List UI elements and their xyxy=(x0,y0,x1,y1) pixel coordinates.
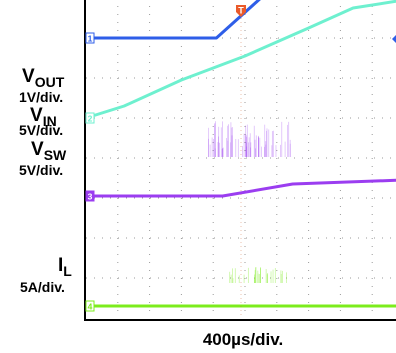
channel-marker-box xyxy=(85,112,95,124)
vsw-scale: 5V/div. xyxy=(19,162,63,178)
trace-v-in xyxy=(85,0,396,120)
vsw-label: VSW xyxy=(31,139,67,163)
channel-marker-3: 3 xyxy=(85,190,95,202)
channel-marker-label: 2 xyxy=(88,114,93,124)
channel-marker-4: 4 xyxy=(85,300,95,312)
il-label-main: I xyxy=(58,255,63,276)
vout-label-sub: OUT xyxy=(35,74,65,90)
il-label-sub: L xyxy=(63,263,72,279)
channel-markers: 1 2 3 4 xyxy=(85,32,95,312)
vout-offscreen-arrow xyxy=(392,35,396,43)
trigger-marker: T xyxy=(236,5,246,17)
il-label: IL xyxy=(58,255,72,279)
channel-marker-box xyxy=(85,32,95,44)
plot-area xyxy=(84,0,396,321)
switching-noise xyxy=(208,121,291,283)
channel-marker-label: 1 xyxy=(88,34,93,44)
vin-label-sub: IN xyxy=(43,113,57,129)
channel-marker-label: 4 xyxy=(88,302,93,312)
channel-marker-1: 1 xyxy=(85,32,95,44)
x-axis-label: 400µs/div. xyxy=(203,330,283,349)
vout-label: VOUT xyxy=(22,66,65,90)
vout-label-main: V xyxy=(22,66,35,87)
channel-marker-label: 3 xyxy=(88,192,93,202)
channel-marker-box xyxy=(85,190,95,202)
vout-scale: 1V/div. xyxy=(19,89,63,105)
traces xyxy=(85,0,396,318)
vin-scale: 5V/div. xyxy=(19,122,63,138)
vsw-label-sub: SW xyxy=(44,147,67,163)
channel-marker-box xyxy=(85,300,95,312)
vin-label: VIN xyxy=(30,105,57,129)
vsw-label-main: V xyxy=(31,139,44,160)
vin-label-main: V xyxy=(30,105,43,126)
il-scale: 5A/div. xyxy=(20,279,65,295)
channel-marker-2: 2 xyxy=(85,112,95,124)
grid xyxy=(86,0,396,318)
trace-v-sw xyxy=(86,178,396,198)
trace-v-out xyxy=(86,0,261,40)
trigger-marker-label: T xyxy=(238,6,244,16)
